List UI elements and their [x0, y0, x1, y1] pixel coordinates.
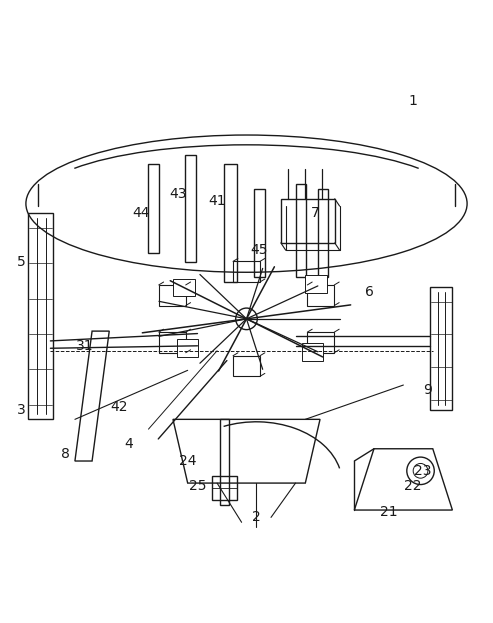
- Text: 8: 8: [61, 447, 70, 460]
- Text: 5: 5: [17, 255, 25, 270]
- Text: 43: 43: [169, 187, 187, 201]
- Text: 4: 4: [124, 437, 133, 451]
- Text: 9: 9: [423, 383, 432, 397]
- Text: 41: 41: [208, 194, 226, 208]
- Text: 25: 25: [189, 478, 206, 493]
- Text: 23: 23: [414, 464, 432, 478]
- Text: 1: 1: [409, 93, 418, 108]
- Text: 31: 31: [76, 339, 94, 353]
- Text: 6: 6: [365, 285, 374, 299]
- Text: 42: 42: [110, 400, 128, 414]
- FancyBboxPatch shape: [174, 279, 195, 297]
- Text: 24: 24: [179, 454, 196, 468]
- Circle shape: [413, 464, 428, 478]
- Text: 3: 3: [17, 402, 25, 417]
- Circle shape: [236, 308, 257, 330]
- Text: 2: 2: [252, 510, 261, 525]
- FancyBboxPatch shape: [305, 275, 327, 293]
- FancyBboxPatch shape: [302, 343, 323, 361]
- Text: 7: 7: [311, 206, 319, 221]
- Circle shape: [407, 457, 434, 485]
- Text: 21: 21: [380, 505, 397, 520]
- FancyBboxPatch shape: [177, 340, 198, 357]
- Text: 45: 45: [250, 243, 268, 257]
- Text: 44: 44: [132, 206, 150, 221]
- Text: 22: 22: [404, 478, 422, 493]
